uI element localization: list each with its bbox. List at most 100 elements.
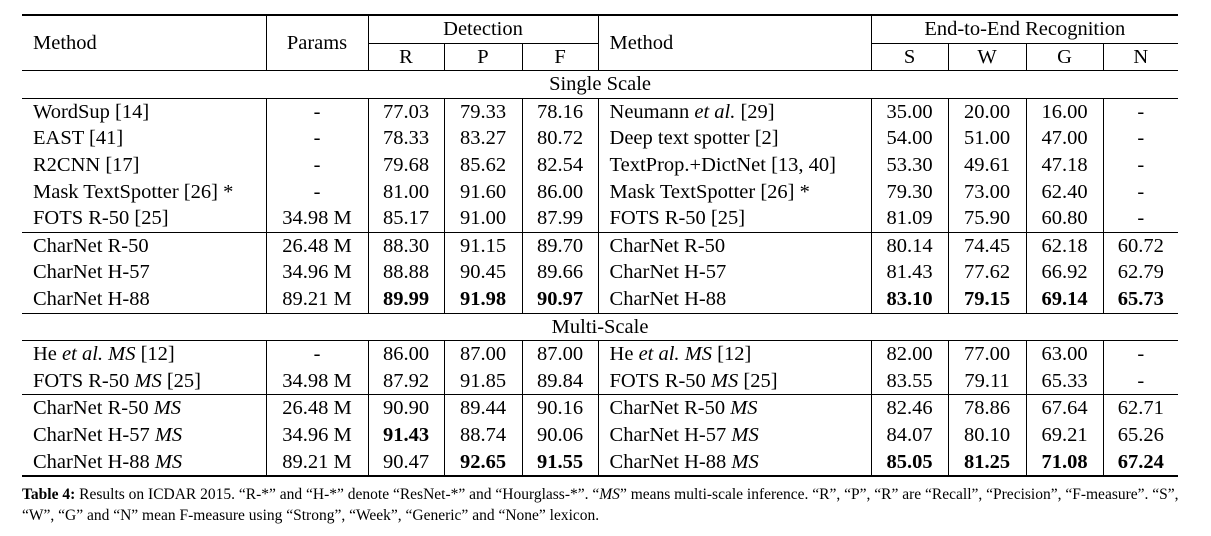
method-cell: FOTS R-50 MS [25] bbox=[22, 367, 267, 395]
w-cell: 51.00 bbox=[948, 125, 1027, 152]
params-cell: - bbox=[266, 178, 369, 206]
p-cell: 91.15 bbox=[444, 231, 523, 260]
params-cell: 34.96 M bbox=[266, 421, 369, 449]
method-cell: CharNet R-50 bbox=[22, 231, 267, 260]
method-text: He bbox=[33, 343, 63, 366]
caption-text-1: Results on ICDAR 2015. “R-*” and “H-*” d… bbox=[75, 486, 600, 503]
f-cell: 89.70 bbox=[522, 231, 599, 260]
g-cell: 65.33 bbox=[1026, 367, 1104, 395]
params-cell: 34.96 M bbox=[266, 259, 369, 286]
s-cell: 80.14 bbox=[871, 231, 949, 260]
w-cell: 77.62 bbox=[948, 259, 1027, 286]
header-method: Method bbox=[22, 14, 267, 72]
method2-cell: CharNet H-88 bbox=[598, 285, 872, 314]
method-ms: MS bbox=[153, 397, 182, 420]
g-cell: 47.18 bbox=[1026, 151, 1104, 179]
f-cell: 90.97 bbox=[522, 285, 599, 314]
table-row: He et al. MS [12] - 86.00 87.00 87.00 He… bbox=[22, 340, 1178, 368]
table-row: R2CNN [17] - 79.68 85.62 82.54 TextProp.… bbox=[22, 151, 1178, 179]
method-ms: MS bbox=[108, 343, 136, 366]
section-multi-scale: Multi-Scale bbox=[22, 312, 1179, 342]
p-cell: 85.62 bbox=[444, 151, 523, 179]
method-cell: Mask TextSpotter [26] * bbox=[22, 178, 267, 206]
header-e2e: End-to-End Recognition bbox=[871, 13, 1179, 44]
n-cell: - bbox=[1137, 154, 1145, 177]
method2-ms: MS bbox=[710, 369, 739, 392]
method2-italic: et al. bbox=[638, 343, 680, 366]
method2-cell: Deep text spotter [2] bbox=[598, 125, 872, 152]
r-cell: 85.17 bbox=[368, 205, 445, 233]
f-cell: 90.16 bbox=[522, 394, 599, 422]
method2-cell: CharNet R-50 bbox=[598, 231, 872, 260]
method2-ms: MS bbox=[731, 423, 759, 446]
p-cell: 92.65 bbox=[444, 448, 523, 478]
p-cell: 91.00 bbox=[444, 205, 523, 233]
params-cell: - bbox=[266, 125, 369, 152]
f-cell: 80.72 bbox=[522, 125, 599, 152]
method2-text: FOTS R-50 bbox=[609, 369, 711, 392]
p-cell: 91.98 bbox=[444, 285, 523, 314]
table-row: CharNet H-88 MS 89.21 M 90.47 92.65 91.5… bbox=[22, 448, 1179, 478]
g-cell: 67.64 bbox=[1026, 394, 1104, 422]
method2-ref: [29] bbox=[735, 100, 775, 123]
w-cell: 49.61 bbox=[948, 151, 1027, 179]
method2-ms: MS bbox=[730, 397, 758, 420]
table-row: CharNet R-50 26.48 M 88.30 91.15 89.70 C… bbox=[22, 231, 1179, 260]
s-cell: 85.05 bbox=[871, 448, 949, 478]
f-cell: 82.54 bbox=[522, 151, 599, 179]
g-cell: 71.08 bbox=[1026, 448, 1104, 478]
w-cell: 81.25 bbox=[948, 448, 1027, 478]
g-cell: 69.21 bbox=[1026, 421, 1104, 449]
params-cell: 34.98 M bbox=[266, 367, 369, 395]
r-cell: 87.92 bbox=[368, 367, 445, 395]
table-row: FOTS R-50 [25] 34.98 M 85.17 91.00 87.99… bbox=[22, 205, 1178, 233]
params-cell: - bbox=[266, 151, 369, 179]
f-cell: 78.16 bbox=[522, 98, 599, 126]
method2-text: CharNet H-88 bbox=[609, 450, 732, 473]
header-params: Params bbox=[266, 14, 369, 72]
p-cell: 91.85 bbox=[444, 367, 523, 395]
w-cell: 79.15 bbox=[948, 285, 1027, 314]
w-cell: 80.10 bbox=[948, 421, 1027, 449]
w-cell: 20.00 bbox=[948, 98, 1027, 126]
method-ms: MS bbox=[154, 450, 183, 473]
method-cell: CharNet H-57 bbox=[22, 259, 267, 286]
r-cell: 88.30 bbox=[368, 231, 445, 260]
s-cell: 81.43 bbox=[871, 259, 949, 286]
params-cell: 89.21 M bbox=[266, 285, 369, 314]
method2-text: CharNet H-57 bbox=[609, 423, 732, 446]
g-cell: 66.92 bbox=[1026, 259, 1104, 286]
caption-ms: MS bbox=[599, 486, 620, 503]
method-text: CharNet R-50 bbox=[33, 397, 154, 420]
method2-cell: CharNet H-57 MS bbox=[598, 421, 872, 449]
method-ref: [25] bbox=[161, 369, 201, 392]
section-label: Single Scale bbox=[22, 70, 1179, 99]
header-method-2: Method bbox=[598, 14, 872, 72]
r-cell: 90.47 bbox=[368, 448, 445, 478]
g-cell: 63.00 bbox=[1026, 340, 1104, 368]
method-italic: et al. bbox=[62, 343, 104, 366]
method2-cell: FOTS R-50 MS [25] bbox=[598, 367, 872, 395]
s-cell: 79.30 bbox=[871, 178, 949, 206]
s-cell: 54.00 bbox=[871, 125, 949, 152]
p-cell: 89.44 bbox=[444, 394, 523, 422]
method2-cell: CharNet R-50 MS bbox=[598, 394, 872, 422]
table-row: CharNet H-88 89.21 M 89.99 91.98 90.97 C… bbox=[22, 285, 1178, 314]
p-cell: 87.00 bbox=[444, 340, 523, 368]
n-cell: - bbox=[1137, 343, 1145, 366]
p-cell: 79.33 bbox=[444, 98, 523, 126]
r-cell: 88.88 bbox=[368, 259, 445, 286]
table-row: CharNet R-50 MS 26.48 M 90.90 89.44 90.1… bbox=[22, 394, 1179, 422]
r-cell: 91.43 bbox=[368, 421, 445, 449]
g-cell: 16.00 bbox=[1026, 98, 1104, 126]
r-cell: 86.00 bbox=[368, 340, 445, 368]
p-cell: 83.27 bbox=[444, 125, 523, 152]
header-n: N bbox=[1103, 43, 1179, 72]
method2-italic: et al. bbox=[694, 100, 736, 123]
p-cell: 91.60 bbox=[444, 178, 523, 206]
method-cell: CharNet H-57 MS bbox=[22, 421, 267, 449]
n-cell: - bbox=[1137, 369, 1145, 392]
s-cell: 82.46 bbox=[871, 394, 949, 422]
p-cell: 90.45 bbox=[444, 259, 523, 286]
method-ms: MS bbox=[154, 423, 183, 446]
